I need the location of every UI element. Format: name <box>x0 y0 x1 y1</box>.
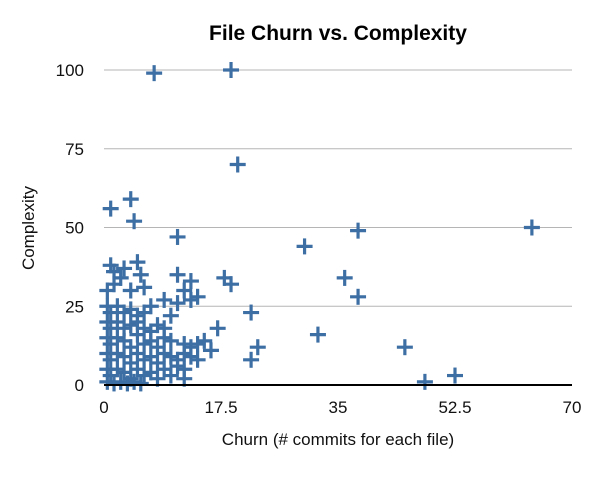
data-point <box>162 307 179 324</box>
data-point <box>169 295 186 312</box>
x-tick-label: 70 <box>563 398 582 417</box>
y-tick-label: 25 <box>65 297 84 316</box>
data-point <box>350 288 367 305</box>
data-point <box>223 62 240 78</box>
data-point <box>162 367 179 384</box>
data-point <box>122 282 139 299</box>
data-point <box>169 266 186 283</box>
data-point <box>447 367 463 384</box>
chart-title: File Churn vs. Complexity <box>209 22 467 45</box>
data-point <box>182 273 199 290</box>
data-point <box>162 332 179 349</box>
data-point <box>350 222 367 239</box>
y-tick-label: 75 <box>65 140 84 159</box>
x-tick-label: 17.5 <box>204 398 237 417</box>
data-point <box>176 282 193 299</box>
x-tick-label: 35 <box>329 398 348 417</box>
y-tick-label: 100 <box>56 61 84 80</box>
data-point <box>223 276 240 293</box>
data-point <box>129 326 146 343</box>
data-point <box>209 320 226 337</box>
data-point <box>129 254 146 271</box>
gridlines <box>104 69 572 307</box>
data-point <box>132 266 149 283</box>
data-point <box>296 238 313 255</box>
data-point <box>202 342 219 359</box>
data-point <box>249 339 266 356</box>
data-point <box>523 219 540 236</box>
data-point <box>136 304 153 321</box>
data-point <box>396 339 413 356</box>
data-point <box>116 260 133 277</box>
data-point <box>156 291 173 308</box>
data-point <box>132 375 149 392</box>
x-axis-label: Churn (# commits for each file) <box>222 430 454 449</box>
data-point <box>196 332 213 349</box>
data-point <box>136 279 153 296</box>
data-point <box>243 351 260 368</box>
x-tick-label: 0 <box>99 398 108 417</box>
data-point <box>229 156 246 173</box>
data-point <box>126 213 143 230</box>
data-point <box>309 326 326 343</box>
y-tick-label: 50 <box>65 219 84 238</box>
data-point <box>243 304 260 321</box>
data-point <box>336 269 353 286</box>
data-points <box>99 62 540 392</box>
data-point <box>189 351 206 368</box>
data-point <box>112 269 129 286</box>
data-point <box>146 65 163 82</box>
data-point <box>102 200 119 217</box>
data-point <box>122 191 139 208</box>
data-point <box>416 373 433 390</box>
tick-labels: 0 25 50 75 100 0 17.5 35 52.5 70 <box>56 61 582 417</box>
y-axis-label: Complexity <box>19 185 38 270</box>
data-point <box>182 291 199 308</box>
y-tick-label: 0 <box>75 376 84 395</box>
data-point <box>169 228 186 245</box>
x-tick-label: 52.5 <box>438 398 471 417</box>
